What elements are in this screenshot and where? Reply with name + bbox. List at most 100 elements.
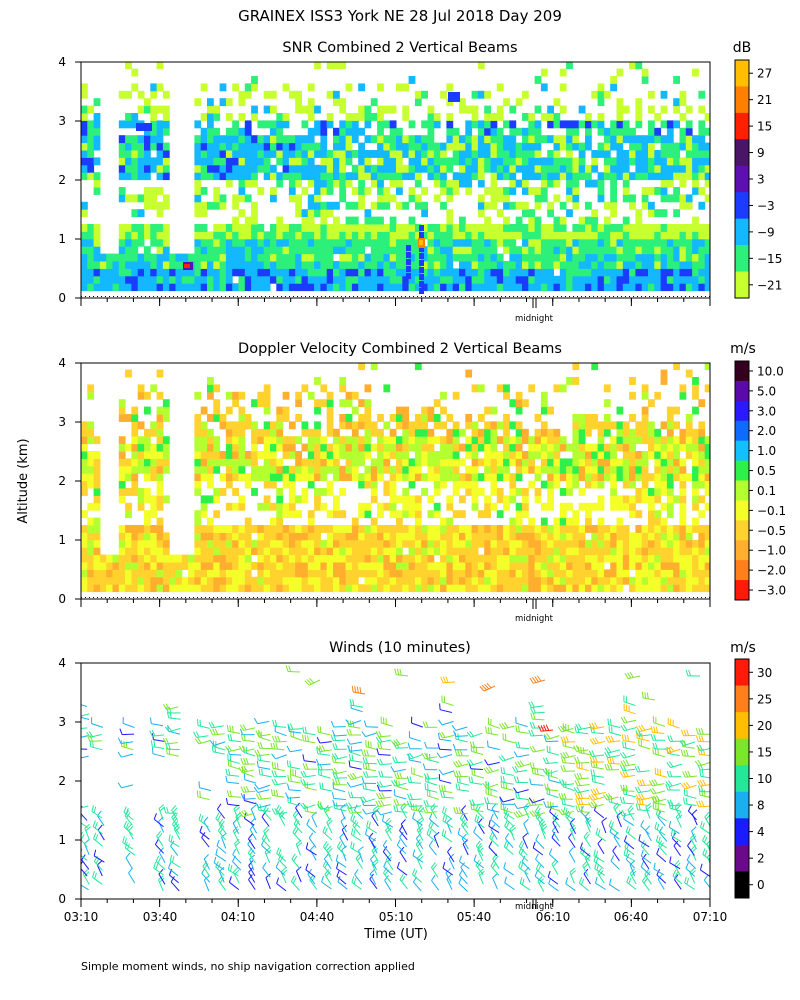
heat-cell	[320, 539, 328, 548]
heat-cell	[144, 135, 151, 144]
heat-cell	[572, 517, 580, 526]
heat-cell	[295, 539, 302, 548]
heat-cell	[213, 532, 221, 541]
heat-cell	[704, 562, 710, 570]
heat-cell	[490, 576, 498, 585]
heat-cell	[314, 209, 321, 218]
heat-cell	[402, 473, 410, 482]
wind-barb	[250, 817, 258, 834]
wind-barb	[623, 703, 636, 715]
heat-cell	[276, 495, 284, 504]
heat-cell	[477, 209, 485, 218]
heat-cell	[118, 194, 126, 203]
heat-cell	[692, 150, 699, 158]
wind-barb	[234, 838, 241, 855]
heat-cell	[194, 194, 202, 203]
heat-cell	[156, 369, 164, 378]
heat-cell	[81, 283, 88, 292]
heat-cell	[610, 127, 617, 136]
wind-barb	[285, 792, 301, 799]
heat-cell	[459, 224, 466, 232]
heat-cell	[591, 480, 599, 489]
heat-cell	[629, 231, 636, 240]
heat-cell	[81, 231, 88, 240]
heat-cell	[641, 231, 649, 240]
heat-cell	[629, 253, 636, 262]
heat-cell	[358, 179, 365, 188]
heat-cell	[578, 105, 586, 114]
heat-cell	[692, 283, 699, 292]
heat-cell	[597, 443, 605, 452]
heat-cell	[471, 135, 479, 144]
heat-cell	[320, 238, 328, 247]
heat-cell	[251, 201, 258, 210]
heat-cell	[238, 539, 246, 548]
wind-barb	[286, 745, 302, 753]
heat-cell	[484, 532, 491, 541]
heat-cell	[238, 90, 246, 99]
wind-barb	[316, 803, 333, 810]
wind-barb	[641, 853, 650, 870]
heat-cell	[654, 275, 662, 284]
wind-barb	[694, 759, 710, 767]
heat-cell	[402, 436, 410, 445]
heat-cell	[194, 451, 202, 459]
heat-cell	[87, 480, 95, 489]
heat-cell	[610, 569, 617, 578]
heat-cell	[307, 172, 315, 181]
heat-cell	[213, 562, 221, 570]
heat-cell	[389, 283, 397, 292]
heat-cell	[477, 532, 485, 541]
heat-cell	[232, 224, 239, 232]
heat-cell	[522, 576, 529, 585]
heat-cell	[225, 554, 233, 563]
heat-cell	[326, 576, 334, 585]
wind-barb	[208, 721, 224, 729]
wind-barb	[635, 793, 652, 801]
heat-cell	[408, 246, 416, 255]
heat-cell	[622, 179, 630, 188]
heat-cell	[87, 246, 95, 255]
heat-cell	[307, 135, 315, 144]
heat-cell	[622, 562, 630, 570]
heat-cell	[339, 584, 347, 593]
heat-cell	[251, 451, 258, 459]
heat-cell	[603, 246, 611, 255]
heat-cell	[326, 451, 334, 459]
heat-cell	[276, 421, 284, 430]
colorbar-swatch	[735, 165, 749, 193]
heat-cell	[345, 391, 353, 400]
heat-cell	[118, 525, 126, 533]
heat-cell	[282, 83, 290, 92]
wind-barb	[604, 746, 621, 754]
heat-cell	[692, 517, 699, 526]
heat-cell	[540, 172, 548, 181]
heat-cell	[181, 275, 189, 284]
heat-cell	[144, 164, 151, 173]
heat-cell	[666, 554, 674, 563]
wind-barb	[165, 743, 180, 750]
heat-cell	[396, 458, 403, 467]
heat-cell	[440, 473, 447, 482]
heat-cell	[616, 231, 624, 240]
snr-colorbar-unit: dB	[733, 40, 752, 56]
heat-cell	[484, 525, 491, 533]
heat-cell	[503, 283, 510, 292]
heat-cell	[125, 443, 132, 452]
heat-cell	[276, 502, 284, 511]
heat-cell	[635, 584, 643, 593]
heat-cell	[93, 480, 101, 489]
winds-ytick-1: 1	[58, 833, 66, 847]
heat-cell	[169, 554, 176, 563]
heat-cell	[629, 428, 636, 437]
heat-cell	[654, 554, 662, 563]
heat-cell	[144, 517, 151, 526]
heat-cell	[244, 414, 252, 422]
heat-cell	[295, 201, 302, 210]
heat-cell	[446, 502, 454, 511]
heat-cell	[566, 584, 573, 593]
heat-cell	[320, 209, 328, 218]
heat-cell	[408, 253, 416, 262]
heat-cell	[540, 539, 548, 548]
heat-cell	[402, 275, 410, 284]
